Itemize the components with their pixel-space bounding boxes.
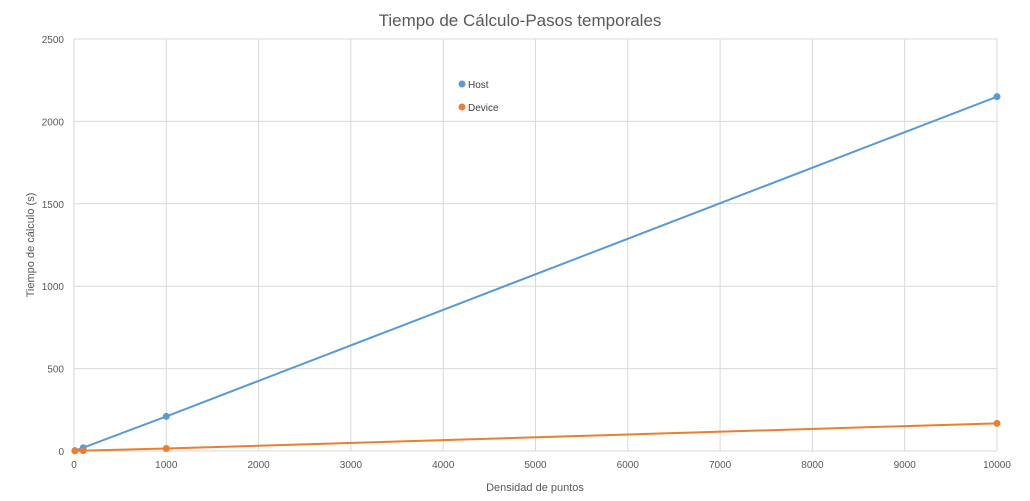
y-axis-label: Tiempo de cálculo (s) bbox=[25, 193, 37, 298]
tick-labels: 0 1000 2000 3000 4000 5000 6000 7000 8000 9000 100… bbox=[42, 35, 1012, 471]
y-tick-label: 1500 bbox=[42, 200, 65, 211]
x-tick-label: 10000 bbox=[983, 460, 1011, 471]
legend-item-host: Host bbox=[458, 80, 489, 91]
x-tick-label: 1000 bbox=[155, 460, 178, 471]
data-point-device bbox=[71, 447, 79, 455]
legend-item-device: Device bbox=[458, 103, 499, 114]
data-point-device bbox=[79, 447, 87, 455]
legend-marker bbox=[458, 103, 466, 111]
series-line-host bbox=[74, 95, 998, 452]
x-tick-label: 6000 bbox=[617, 460, 640, 471]
data-point-device bbox=[162, 445, 170, 453]
x-tick-label: 9000 bbox=[894, 460, 917, 471]
x-tick-label: 4000 bbox=[432, 460, 455, 471]
series-line-device bbox=[74, 422, 998, 452]
x-tick-label: 3000 bbox=[340, 460, 363, 471]
legend-marker bbox=[458, 80, 466, 88]
x-axis-label: Densidad de puntos bbox=[486, 482, 584, 494]
x-tick-label: 8000 bbox=[801, 460, 824, 471]
legend: Host Device bbox=[458, 80, 499, 114]
x-tick-label: 0 bbox=[71, 460, 77, 471]
y-tick-label: 2500 bbox=[42, 35, 65, 46]
legend-label: Host bbox=[468, 80, 489, 91]
series-layer bbox=[71, 93, 1001, 455]
x-tick-label: 5000 bbox=[524, 460, 547, 471]
x-tick-label: 7000 bbox=[709, 460, 732, 471]
data-point-device bbox=[993, 419, 1001, 427]
y-tick-label: 0 bbox=[58, 447, 64, 458]
grid-lines bbox=[73, 38, 998, 452]
chart-title: Tiempo de Cálculo-Pasos temporales bbox=[379, 11, 662, 30]
y-tick-label: 500 bbox=[47, 365, 64, 376]
data-point-host bbox=[162, 412, 170, 420]
data-point-host bbox=[993, 93, 1001, 101]
y-tick-label: 2000 bbox=[42, 117, 65, 128]
legend-label: Device bbox=[468, 103, 499, 114]
series-device bbox=[71, 419, 1001, 455]
x-tick-label: 2000 bbox=[247, 460, 270, 471]
y-tick-label: 1000 bbox=[42, 282, 65, 293]
